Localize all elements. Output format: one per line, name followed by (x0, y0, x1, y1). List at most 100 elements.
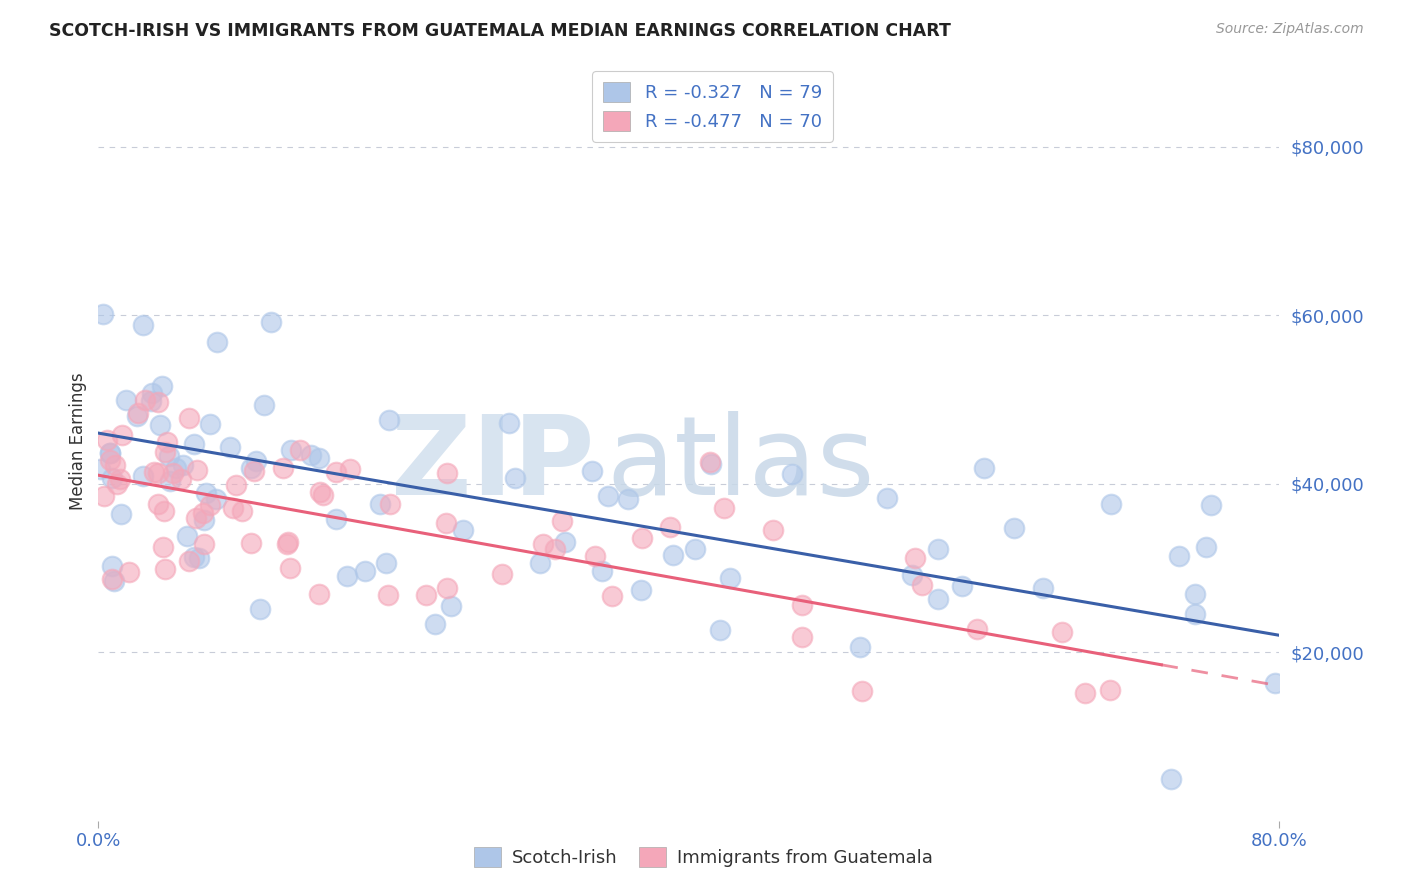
Point (127, 409, 149, 423)
Point (271, 461, 294, 475)
Point (718, 570, 741, 584)
Text: SCOTCH-IRISH VS IMMIGRANTS FROM GUATEMALA MEDIAN EARNINGS CORRELATION CHART: SCOTCH-IRISH VS IMMIGRANTS FROM GUATEMAL… (49, 22, 950, 40)
Point (280, 443, 302, 458)
Point (911, 578, 934, 592)
Point (132, 469, 155, 483)
Point (191, 506, 214, 520)
Point (436, 581, 458, 595)
Point (139, 393, 162, 408)
Point (146, 466, 169, 480)
Point (336, 569, 359, 583)
Point (617, 491, 640, 506)
Point (101, 471, 124, 485)
Point (792, 598, 814, 612)
Point (498, 416, 520, 430)
Point (491, 566, 513, 581)
Point (150, 379, 173, 393)
Point (503, 471, 526, 485)
Point (231, 504, 253, 518)
Point (131, 318, 153, 333)
Point (134, 392, 156, 407)
Point (544, 542, 567, 557)
Point (529, 557, 551, 571)
Point (927, 542, 949, 557)
Point (713, 501, 735, 516)
Point (1160, 772, 1182, 786)
Point (591, 564, 613, 578)
Point (790, 631, 813, 645)
Point (143, 465, 166, 479)
Text: atlas: atlas (606, 411, 875, 517)
Point (280, 561, 302, 575)
Point (901, 568, 924, 582)
Point (146, 394, 169, 409)
Point (583, 549, 606, 564)
Point (1074, 686, 1097, 700)
Point (1184, 586, 1206, 600)
Point (377, 413, 399, 427)
Point (1168, 549, 1191, 563)
Text: Source: ZipAtlas.com: Source: ZipAtlas.com (1216, 22, 1364, 37)
Point (1184, 607, 1206, 622)
Point (325, 512, 347, 526)
Point (165, 461, 187, 475)
Point (598, 489, 620, 503)
Point (101, 559, 124, 574)
Point (105, 476, 128, 491)
Point (98, 446, 121, 460)
Point (101, 572, 124, 586)
Point (308, 587, 330, 601)
Point (207, 335, 229, 350)
Point (103, 574, 125, 588)
Point (91, 307, 114, 321)
Point (152, 540, 174, 554)
Point (1099, 683, 1122, 698)
Point (531, 537, 554, 551)
Point (149, 418, 172, 433)
Legend: R = -0.327   N = 79, R = -0.477   N = 70: R = -0.327 N = 79, R = -0.477 N = 70 (592, 71, 832, 142)
Point (1032, 581, 1054, 595)
Point (709, 624, 731, 638)
Point (108, 472, 131, 486)
Point (156, 435, 179, 450)
Point (183, 549, 205, 564)
Point (159, 474, 181, 488)
Point (146, 497, 169, 511)
Point (368, 497, 391, 511)
Point (904, 551, 927, 566)
Point (96, 433, 118, 447)
Point (377, 589, 399, 603)
Point (162, 467, 184, 481)
Point (581, 464, 603, 478)
Point (153, 444, 176, 458)
Point (240, 536, 263, 550)
Point (423, 617, 446, 632)
Point (434, 516, 457, 531)
Point (219, 440, 242, 454)
Point (762, 523, 785, 537)
Point (225, 478, 247, 492)
Point (966, 622, 988, 636)
Point (662, 548, 685, 562)
Point (451, 524, 474, 538)
Point (700, 457, 723, 471)
Point (440, 599, 463, 613)
Point (299, 448, 322, 462)
Point (242, 464, 264, 478)
Point (260, 315, 283, 329)
Point (354, 565, 377, 579)
Point (172, 458, 194, 472)
Point (375, 556, 398, 570)
Point (183, 437, 205, 451)
Point (193, 513, 215, 527)
Point (780, 467, 803, 481)
Point (115, 393, 138, 408)
Point (186, 463, 208, 477)
Point (277, 534, 299, 549)
Point (876, 491, 898, 505)
Point (276, 537, 298, 551)
Point (198, 498, 221, 512)
Point (193, 537, 215, 551)
Point (205, 491, 228, 506)
Point (1099, 497, 1122, 511)
